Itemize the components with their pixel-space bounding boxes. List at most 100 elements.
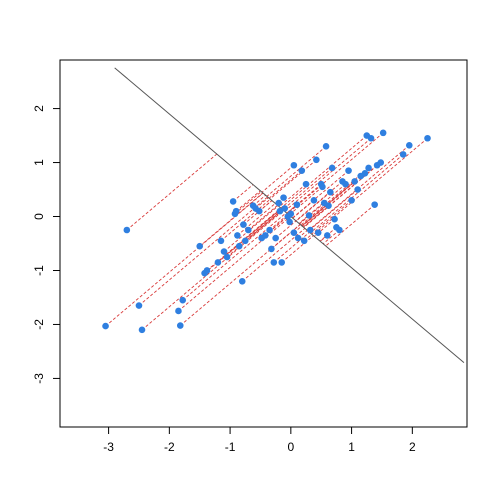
data-point	[331, 215, 338, 223]
data-point	[325, 202, 332, 210]
data-point	[314, 229, 322, 237]
y-tick-label: 1	[32, 159, 46, 166]
data-point	[245, 226, 252, 234]
y-tick-label: -2	[32, 319, 46, 330]
data-point	[293, 201, 301, 208]
projection-line	[288, 186, 323, 216]
projection-line	[244, 209, 283, 242]
x-tick-label: 2	[409, 440, 416, 454]
projection-line	[271, 224, 301, 250]
projection-line	[302, 172, 366, 227]
data-point	[328, 164, 336, 172]
projection-line	[237, 203, 276, 236]
projection-line	[292, 170, 349, 219]
data-point	[234, 232, 241, 239]
projection-line	[179, 224, 301, 326]
projection-line	[268, 170, 303, 199]
projection-line	[295, 191, 331, 222]
data-point	[319, 183, 326, 191]
data-point	[379, 129, 387, 137]
projection-line	[248, 204, 278, 231]
projection-line	[287, 132, 384, 214]
data-point	[399, 151, 407, 158]
projection-line	[232, 184, 254, 202]
data-point	[365, 164, 372, 172]
projection-line	[238, 209, 283, 247]
projection-line	[220, 198, 271, 242]
data-point	[266, 226, 273, 234]
data-point	[214, 259, 222, 266]
data-point	[377, 159, 385, 166]
projection-line	[311, 199, 352, 235]
data-point	[102, 322, 109, 330]
data-point	[354, 186, 361, 193]
data-point	[179, 296, 187, 304]
data-point	[306, 226, 314, 234]
projection-line	[235, 190, 261, 212]
data-point	[305, 212, 313, 219]
projection-line	[303, 162, 382, 228]
x-tick-label: -2	[164, 440, 175, 454]
projection-line	[269, 159, 317, 200]
data-point	[138, 326, 146, 334]
data-point	[286, 218, 293, 226]
data-point	[322, 143, 330, 150]
data-point	[361, 170, 369, 177]
projection-line	[182, 212, 287, 301]
data-point	[238, 277, 246, 285]
data-point	[176, 322, 184, 329]
projection-line	[309, 154, 404, 234]
data-point	[327, 188, 334, 196]
y-tick-label: 2	[32, 105, 46, 112]
data-point	[323, 232, 331, 239]
data-point	[229, 198, 237, 205]
projection-line	[275, 220, 297, 239]
data-point	[351, 178, 358, 185]
projection-line	[322, 229, 340, 245]
x-axis: -3 -2 -1 0 1 2	[103, 427, 416, 454]
data-point	[405, 141, 413, 149]
data-point	[278, 259, 286, 266]
data-point	[275, 199, 282, 207]
projection-line	[282, 167, 333, 211]
projection-line	[199, 192, 264, 247]
data-point	[342, 180, 349, 188]
data-point	[310, 197, 318, 204]
data-point	[232, 207, 240, 215]
x-tick-label: 1	[348, 440, 355, 454]
data-point	[280, 194, 287, 201]
data-point	[203, 267, 211, 274]
data-point	[371, 201, 378, 208]
projection-line	[141, 210, 284, 331]
data-point	[302, 180, 310, 188]
data-point	[175, 307, 182, 315]
projection-line	[312, 137, 428, 236]
x-tick-label: 0	[287, 440, 294, 454]
data-point	[367, 134, 375, 142]
data-point	[345, 167, 352, 174]
data-point	[272, 234, 279, 242]
projection-line	[266, 146, 327, 197]
data-point	[220, 248, 228, 255]
data-point	[290, 161, 298, 169]
projection-line	[284, 137, 372, 212]
projection-line	[241, 228, 306, 282]
projection-line	[217, 208, 282, 263]
data-point	[287, 210, 295, 218]
data-point	[281, 205, 289, 212]
data-point	[313, 156, 320, 164]
projection-line	[138, 196, 268, 306]
data-point	[270, 259, 278, 266]
y-tick-label: 0	[32, 213, 46, 220]
data-point	[336, 226, 343, 234]
data-point	[123, 226, 131, 234]
data-point	[241, 237, 249, 245]
projection-line	[299, 202, 325, 225]
data-point	[240, 221, 247, 228]
projection-line	[325, 204, 375, 247]
data-point	[135, 302, 143, 309]
y-tick-label: -3	[32, 373, 46, 384]
x-tick-label: -1	[225, 440, 236, 454]
projection-line	[278, 183, 307, 208]
data-points	[102, 129, 431, 334]
